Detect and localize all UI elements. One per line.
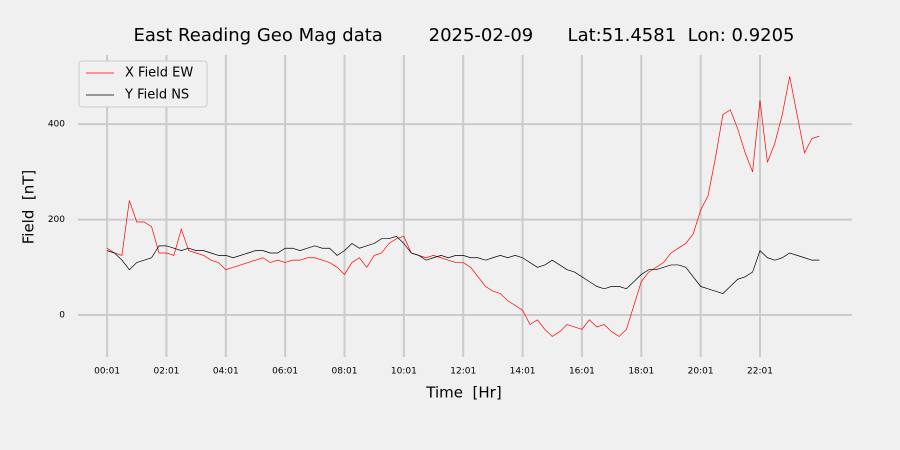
legend-label: X Field EW (125, 66, 193, 81)
chart-title: East Reading Geo Mag data 2025-02-09 Lat… (133, 25, 794, 46)
x-tick-label: 14:01 (510, 367, 536, 377)
legend-label: Y Field NS (124, 88, 189, 103)
legend-box (78, 60, 208, 108)
y-tick-label: 200 (48, 215, 65, 225)
y-tick-label: 0 (59, 311, 65, 321)
x-tick-label: 06:01 (272, 367, 298, 377)
lines (106, 76, 820, 337)
x-tick-label: 08:01 (332, 367, 358, 377)
x-tick-label: 22:01 (747, 367, 773, 377)
y-axis-label: Field [nT] (20, 170, 38, 245)
x-axis-label: Time [Hr] (425, 384, 501, 402)
x-tick-label: 10:01 (391, 367, 417, 377)
x-tick-label: 00:01 (94, 367, 120, 377)
x-tick-label: 02:01 (153, 367, 179, 377)
x-tick-label: 16:01 (569, 367, 595, 377)
x-tick-label: 04:01 (213, 367, 239, 377)
x-tick-label: 12:01 (450, 367, 476, 377)
data-line (106, 76, 820, 337)
data-line (106, 235, 820, 294)
legend: X Field EW Y Field NS (78, 60, 208, 108)
x-tick-label: 20:01 (688, 367, 714, 377)
grid (78, 55, 852, 357)
y-tick-label: 400 (48, 120, 65, 130)
x-tick-label: 18:01 (628, 367, 654, 377)
